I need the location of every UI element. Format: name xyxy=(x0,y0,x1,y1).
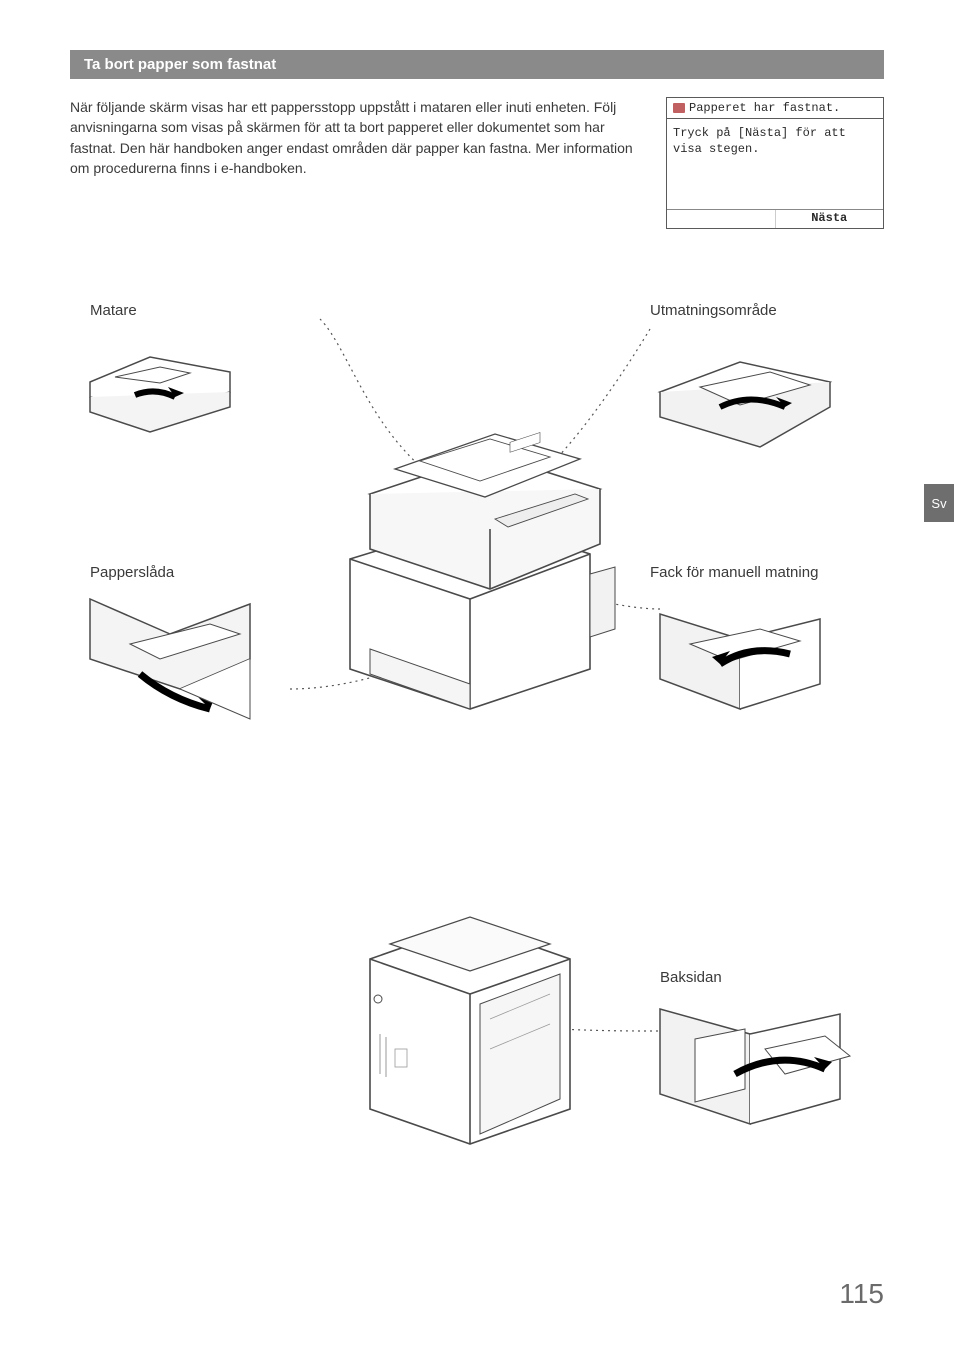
printer-rear-icon xyxy=(350,889,590,1149)
callout-rear-label: Baksidan xyxy=(660,969,722,986)
section-title: Ta bort papper som fastnat xyxy=(84,56,276,73)
section-header: Ta bort papper som fastnat xyxy=(70,50,884,79)
thumb-rear xyxy=(650,994,860,1134)
page-number: 115 xyxy=(839,1278,884,1310)
printer-main-illustration xyxy=(320,399,620,719)
thumb-manual xyxy=(650,589,840,729)
feeder-sketch-icon xyxy=(80,337,240,447)
lcd-body-text: Tryck på [Nästa] för att visa stegen. xyxy=(667,119,883,209)
output-sketch-icon xyxy=(640,337,840,467)
manual-page: Ta bort papper som fastnat När följande … xyxy=(0,0,954,1348)
lcd-next-button[interactable]: Nästa xyxy=(776,210,884,228)
thumb-output xyxy=(640,337,840,467)
manual-sketch-icon xyxy=(650,589,840,729)
lcd-panel: Papperet har fastnat. Tryck på [Nästa] f… xyxy=(666,97,884,229)
printer-main-icon xyxy=(320,399,620,719)
language-code: Sv xyxy=(931,496,946,511)
warning-icon xyxy=(673,103,685,113)
rear-sketch-icon xyxy=(650,994,860,1134)
intro-row: När följande skärm visas har ett pappers… xyxy=(70,97,884,229)
callout-manual-label: Fack för manuell matning xyxy=(650,564,818,581)
callout-feeder-label: Matare xyxy=(90,302,137,319)
jam-locations-diagram: Matare Utmatningsområde Papperslåda xyxy=(70,289,884,849)
callout-output-label: Utmatningsområde xyxy=(650,302,777,319)
drawer-sketch-icon xyxy=(80,589,260,739)
lcd-title-bar: Papperet har fastnat. xyxy=(667,98,883,119)
lcd-title-text: Papperet har fastnat. xyxy=(689,101,840,115)
language-tab[interactable]: Sv xyxy=(924,484,954,522)
callout-drawer-label: Papperslåda xyxy=(90,564,174,581)
intro-paragraph: När följande skärm visas har ett pappers… xyxy=(70,97,638,178)
rear-diagram: Baksidan xyxy=(70,889,884,1189)
lcd-footer-spacer xyxy=(667,210,776,228)
printer-rear-illustration xyxy=(350,889,590,1149)
thumb-feeder xyxy=(80,337,240,447)
lcd-footer: Nästa xyxy=(667,209,883,228)
thumb-drawer xyxy=(80,589,260,739)
